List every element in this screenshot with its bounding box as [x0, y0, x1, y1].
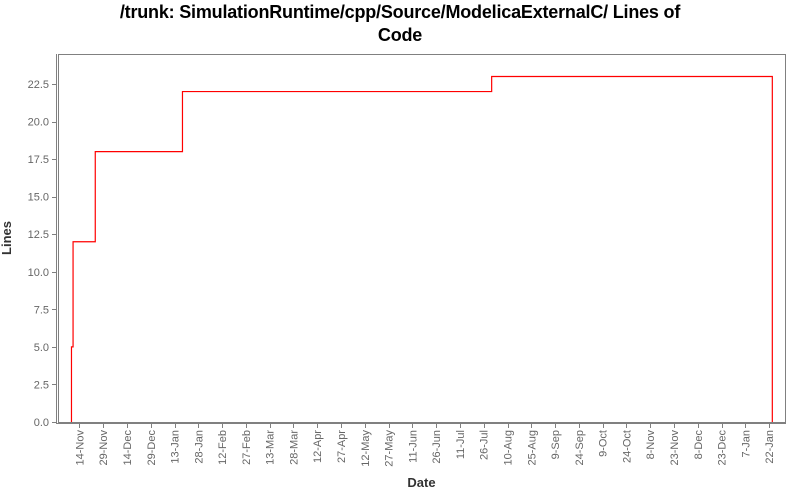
x-tick-label: 13-Mar	[265, 430, 277, 465]
x-tick-label: 26-Jul	[479, 430, 491, 460]
plot-frame	[58, 54, 786, 423]
x-tick-label: 11-Jul	[455, 430, 467, 459]
x-tick-label: 25-Aug	[526, 430, 538, 465]
chart-title: /trunk: SimulationRuntime/cpp/Source/Mod…	[0, 1, 800, 47]
y-tick-label: 2.5	[34, 379, 49, 391]
x-tick-label: 24-Sep	[574, 430, 586, 465]
chart-title-line1: /trunk: SimulationRuntime/cpp/Source/Mod…	[119, 2, 681, 22]
y-axis-title: Lines	[0, 221, 14, 255]
y-tick-label: 12.5	[28, 229, 49, 241]
x-tick-label: 29-Nov	[98, 430, 110, 466]
y-tick-label: 10.0	[28, 267, 49, 279]
y-tick-label: 5.0	[34, 342, 49, 354]
y-tick-label: 0.0	[34, 417, 49, 429]
x-tick-label: 12-Feb	[217, 430, 229, 465]
x-tick-label: 10-Aug	[503, 430, 515, 465]
x-tick-label: 27-Feb	[241, 430, 253, 465]
x-tick-label: 24-Oct	[621, 430, 633, 463]
x-axis-title: Date	[407, 475, 435, 490]
y-tick-label: 17.5	[28, 154, 49, 166]
x-tick-label: 27-May	[384, 430, 396, 467]
x-tick-label: 9-Oct	[598, 430, 610, 457]
x-tick-label: 28-Jan	[193, 430, 205, 464]
x-tick-label: 29-Dec	[146, 430, 158, 466]
y-tick-label: 7.5	[34, 304, 49, 316]
x-tick-label: 14-Nov	[74, 430, 86, 466]
x-tick-label: 12-Apr	[312, 430, 324, 463]
x-tick-label: 27-Apr	[336, 430, 348, 463]
x-tick-label: 23-Dec	[717, 430, 729, 466]
x-tick-label: 22-Jan	[764, 430, 776, 464]
y-tick-label: 22.5	[28, 79, 49, 91]
x-tick-label: 12-May	[360, 430, 372, 467]
x-tick-label: 8-Dec	[693, 430, 705, 460]
x-tick-label: 28-Mar	[288, 430, 300, 465]
x-tick-label: 14-Dec	[122, 430, 134, 466]
x-tick-label: 26-Jun	[431, 430, 443, 464]
x-tick-label: 7-Jan	[740, 430, 752, 458]
y-tick-label: 15.0	[28, 192, 49, 204]
y-tick-label: 20.0	[28, 117, 49, 129]
x-tick-label: 9-Sep	[550, 430, 562, 459]
x-tick-label: 13-Jan	[170, 430, 182, 464]
x-tick-label: 23-Nov	[669, 430, 681, 466]
x-tick-label: 8-Nov	[645, 430, 657, 460]
chart-title-line2: Code	[377, 25, 423, 45]
loc-series-line	[70, 75, 773, 422]
x-tick-label: 11-Jun	[407, 430, 419, 463]
